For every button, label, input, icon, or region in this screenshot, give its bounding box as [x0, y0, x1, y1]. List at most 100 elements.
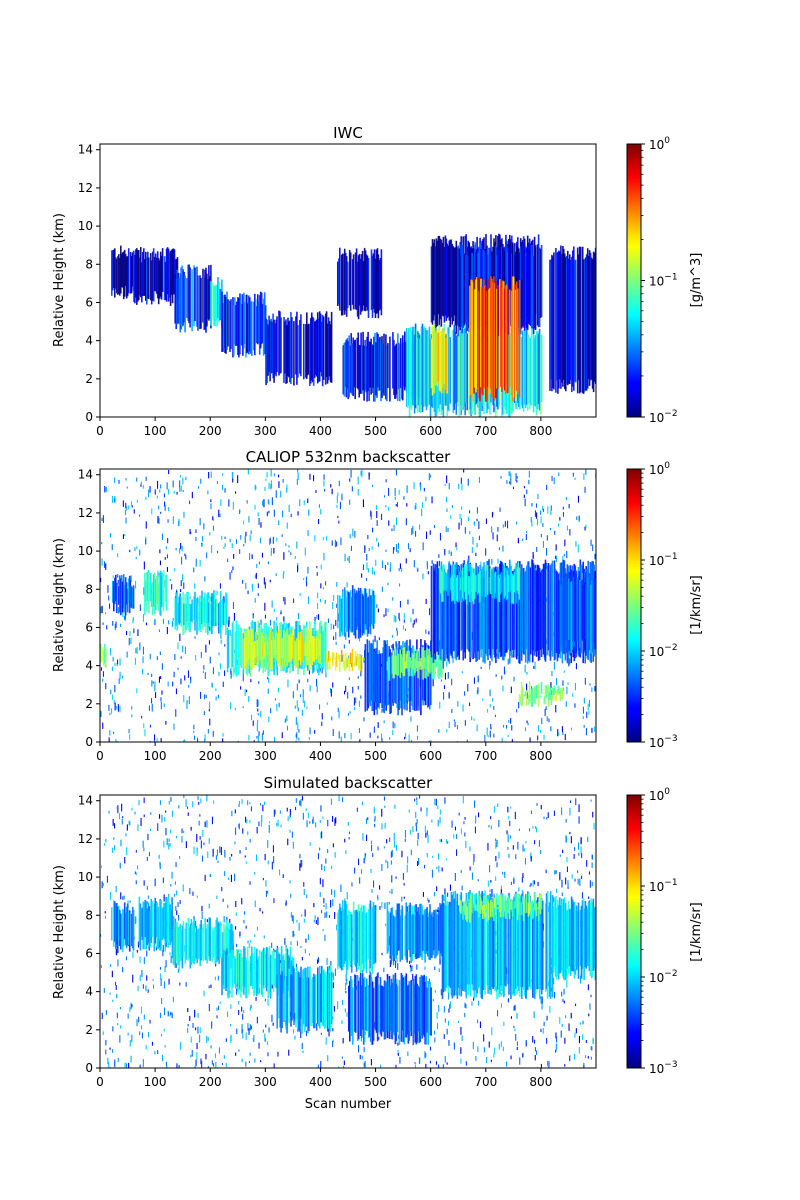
noise-cell — [329, 688, 331, 694]
noise-cell — [238, 823, 240, 829]
noise-cell — [185, 799, 187, 808]
noise-cell — [126, 824, 128, 831]
noise-cell — [554, 555, 556, 560]
heatmap-column — [482, 289, 484, 396]
heatmap-column — [331, 652, 334, 666]
noise-cell — [403, 896, 405, 899]
heatmap-column — [228, 956, 230, 998]
heatmap-column — [470, 279, 472, 397]
noise-cell — [207, 729, 209, 734]
noise-cell — [438, 865, 440, 873]
noise-cell — [529, 737, 531, 742]
noise-cell — [549, 527, 551, 531]
noise-cell — [385, 479, 387, 483]
noise-cell — [545, 706, 547, 711]
heatmap-column — [319, 313, 322, 372]
noise-cell — [268, 824, 270, 833]
heatmap-cells — [100, 469, 596, 742]
noise-cell — [393, 958, 395, 966]
noise-cell — [202, 535, 204, 542]
noise-cell — [562, 731, 564, 736]
noise-cell — [200, 1058, 202, 1065]
heatmap-column — [452, 891, 455, 997]
noise-cell — [508, 471, 510, 476]
heatmap-column — [224, 604, 226, 624]
heatmap-column — [412, 653, 414, 670]
heatmap-column — [355, 590, 358, 630]
noise-cell — [396, 502, 398, 508]
heatmap-column — [478, 571, 481, 603]
noise-cell — [325, 536, 327, 541]
noise-cell — [412, 608, 414, 615]
heatmap-column — [400, 338, 402, 389]
noise-cell — [279, 810, 281, 814]
colorbar-tick-label: 10−1 — [649, 552, 678, 568]
heatmap-column — [282, 954, 285, 994]
noise-cell — [407, 599, 409, 605]
heatmap-column — [466, 333, 468, 411]
noise-cell — [166, 627, 168, 635]
heatmap-column — [437, 332, 440, 382]
heatmap-column — [179, 923, 182, 961]
noise-cell — [330, 961, 332, 967]
heatmap-column — [213, 927, 215, 957]
noise-cell — [473, 677, 475, 684]
heatmap-column — [121, 252, 124, 288]
noise-cell — [126, 847, 128, 856]
noise-cell — [216, 1007, 218, 1011]
heatmap-column — [357, 332, 359, 390]
heatmap-column — [344, 901, 347, 961]
heatmap-column — [463, 560, 465, 653]
heatmap-column — [330, 971, 333, 1025]
heatmap-column — [355, 909, 358, 972]
noise-cell — [100, 934, 102, 937]
noise-cell — [422, 573, 424, 580]
noise-cell — [264, 1033, 266, 1042]
heatmap-column — [356, 653, 359, 662]
heatmap-column — [372, 987, 375, 1041]
noise-cell — [453, 719, 455, 722]
noise-cell — [176, 835, 178, 839]
noise-cell — [162, 877, 164, 883]
heatmap-column — [520, 242, 523, 329]
noise-cell — [180, 656, 182, 659]
noise-cell — [178, 917, 180, 921]
heatmap-column — [536, 897, 539, 990]
noise-cell — [245, 1032, 247, 1040]
heatmap-column — [464, 254, 466, 324]
noise-cell — [309, 473, 311, 480]
noise-cell — [231, 471, 233, 477]
noise-cell — [158, 676, 160, 683]
noise-cell — [543, 1068, 544, 1073]
heatmap-column — [570, 260, 572, 381]
noise-cell — [426, 562, 428, 570]
heatmap-column — [348, 911, 351, 961]
noise-cell — [119, 671, 121, 680]
noise-cell — [405, 732, 407, 739]
noise-cell — [461, 885, 463, 891]
heatmap-column — [338, 258, 340, 305]
heatmap-column — [584, 257, 587, 391]
noise-cell — [258, 731, 260, 736]
noise-cell — [108, 810, 110, 814]
heatmap-column — [394, 346, 396, 399]
noise-cell — [182, 645, 184, 653]
noise-cell — [349, 478, 351, 482]
x-tick-label: 200 — [199, 424, 222, 438]
heatmap-column — [257, 959, 259, 994]
noise-cell — [490, 723, 492, 730]
heatmap-column — [136, 248, 138, 305]
noise-cell — [404, 736, 406, 740]
noise-cell — [204, 734, 206, 741]
heatmap-column — [378, 260, 381, 311]
noise-cell — [319, 892, 321, 897]
noise-cell — [266, 1041, 268, 1046]
heatmap-column — [166, 898, 168, 943]
noise-cell — [571, 874, 573, 879]
heatmap-column — [157, 570, 159, 605]
noise-cell — [337, 1001, 339, 1010]
heatmap-column — [230, 923, 232, 969]
y-tick-label: 4 — [85, 334, 93, 348]
noise-cell — [495, 949, 497, 954]
heatmap-column — [434, 332, 437, 386]
